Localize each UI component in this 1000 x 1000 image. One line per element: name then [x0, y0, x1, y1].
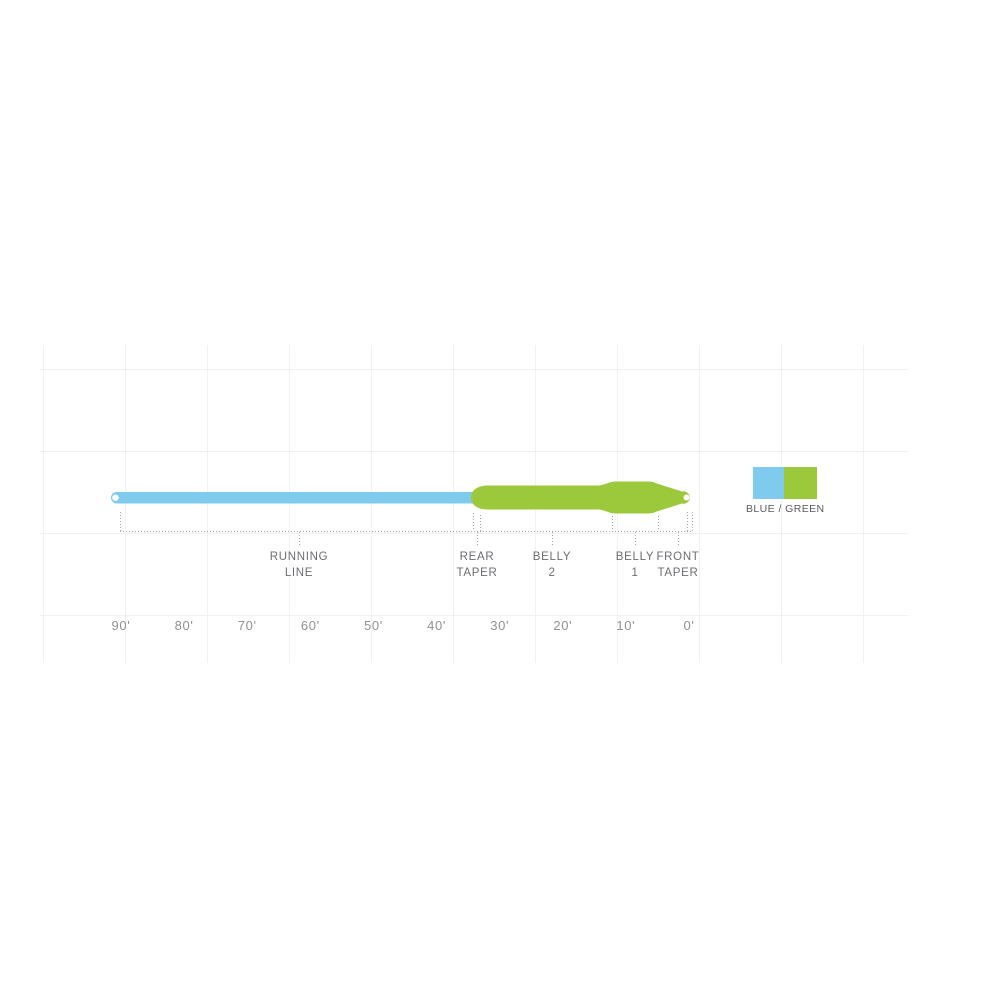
running-line-segment — [111, 492, 486, 504]
section-label-running-line: RUNNING LINE — [269, 551, 329, 579]
section-label-belly-1: BELLY 1 — [615, 551, 655, 579]
scale-tick: 80' — [174, 618, 194, 633]
legend-label: BLUE / GREEN — [746, 503, 825, 515]
scale-tick: 10' — [616, 618, 636, 633]
boundary-stem — [120, 512, 121, 531]
scale-tick: 20' — [553, 618, 573, 633]
scale-tick: 60' — [300, 618, 320, 633]
front-loop-icon — [683, 494, 690, 501]
color-legend: BLUE / GREEN — [746, 467, 824, 515]
label-stem — [552, 532, 553, 547]
section-label-front-taper: FRONT TAPER — [656, 551, 700, 579]
head-segment — [471, 481, 690, 514]
green-swatch — [784, 467, 817, 499]
section-label-belly-2: BELLY 2 — [532, 551, 572, 579]
scale-tick: 70' — [237, 618, 257, 633]
boundary-stem — [480, 515, 481, 531]
boundary-stem — [658, 516, 659, 531]
boundary-stem — [473, 513, 474, 531]
boundary-stem — [612, 516, 613, 531]
rear-loop-icon — [112, 494, 119, 501]
label-stem — [635, 532, 636, 547]
label-stem — [678, 532, 679, 547]
scale-tick: 0' — [683, 618, 695, 633]
legend-swatches — [746, 467, 824, 499]
boundary-stem — [692, 512, 693, 531]
footage-scale: 90' 80' 70' 60' 50' 40' 30' 20' 10' 0' — [0, 618, 1000, 636]
scale-tick: 30' — [490, 618, 510, 633]
label-stem — [477, 532, 478, 547]
section-label-rear-taper: REAR TAPER — [456, 551, 498, 579]
scale-tick: 90' — [111, 618, 131, 633]
dimension-line — [120, 531, 693, 532]
scale-tick: 50' — [363, 618, 383, 633]
label-stem — [299, 532, 300, 547]
blue-swatch — [753, 467, 784, 499]
scale-tick: 40' — [427, 618, 446, 633]
boundary-stem — [687, 512, 688, 531]
